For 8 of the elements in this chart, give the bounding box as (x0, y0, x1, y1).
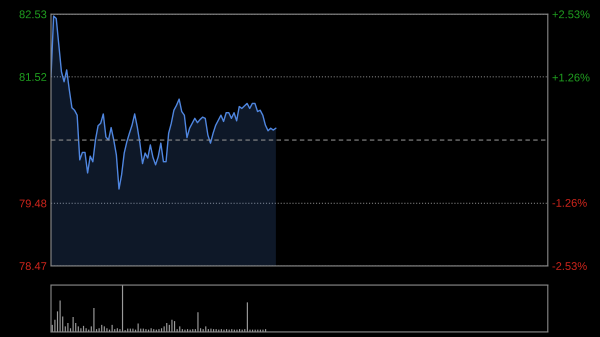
y-tick-label: 79.48 (20, 200, 46, 208)
y2-tick-label: +2.53% (552, 10, 590, 18)
y-tick-label: 82.53 (20, 10, 46, 18)
y2-tick-label: -2.53% (552, 262, 587, 270)
y2-tick-label: -1.26% (552, 198, 587, 207)
y-tick-label: 81.52 (20, 73, 46, 81)
y2-tick-label: +1.26% (552, 74, 590, 82)
y-tick-label: 78.47 (20, 262, 46, 270)
